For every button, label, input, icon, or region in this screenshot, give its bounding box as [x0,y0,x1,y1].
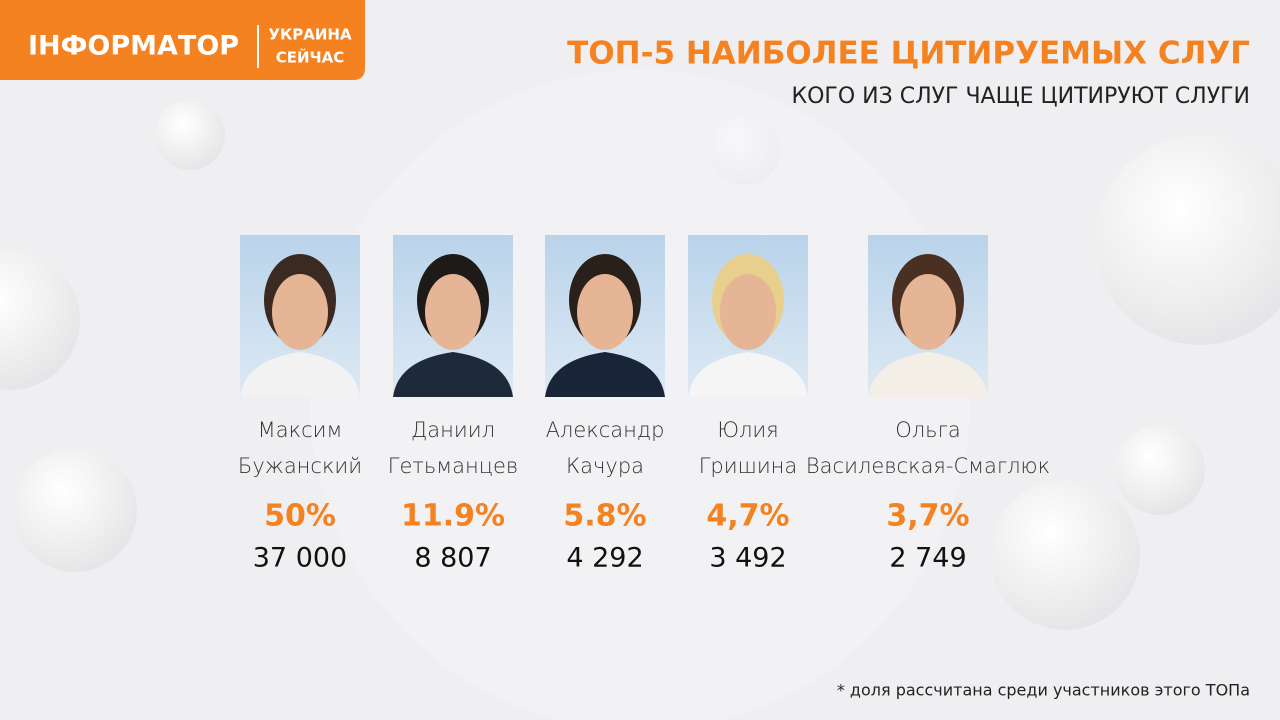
person-name: Даниил [411,418,495,442]
subtitle: КОГО ИЗ СЛУГ ЧАЩЕ ЦИТИРУЮТ СЛУГИ [792,84,1251,109]
person-name: Юлия [717,418,778,442]
photo-face [425,274,481,350]
person-name: Гришина [699,454,798,478]
person-name: Максим [258,418,343,442]
logo: ІНФОРМАТОР [28,31,239,62]
photo-shoulders [240,352,360,397]
count-value: 37 000 [253,543,347,574]
photo-shoulders [393,352,513,397]
photo-face [577,274,633,350]
person-name: Бужанский [238,454,362,478]
share-value: 50% [264,499,336,534]
share-value: 4,7% [706,499,789,534]
share-value: 5.8% [563,499,646,534]
share-value: 11.9% [401,499,505,534]
title: ТОП-5 НАИБОЛЕЕ ЦИТИРУЕМЫХ СЛУГ [567,36,1250,72]
person-name: Василевская-Смаглюк [806,454,1050,478]
photo-shoulders [688,352,808,397]
person-name: Качура [566,454,644,478]
logo-tag: СЕЙЧАС [276,48,345,67]
photo-shoulders [545,352,665,397]
photo-face [720,274,776,350]
photo-shoulders [868,352,988,397]
person-name: Ольга [895,418,961,442]
count-value: 4 292 [566,543,643,574]
photo-face [272,274,328,350]
person-name: Александр [546,418,665,442]
person-name: Гетьманцев [388,454,518,478]
share-value: 3,7% [886,499,969,534]
logo-box [0,0,365,80]
count-value: 8 807 [414,543,491,574]
footnote: * доля рассчитана среди участников этого… [837,681,1250,700]
count-value: 2 749 [889,543,966,574]
logo-tag: УКРАИНА [268,26,352,44]
count-value: 3 492 [709,543,786,574]
photo-face [900,274,956,350]
